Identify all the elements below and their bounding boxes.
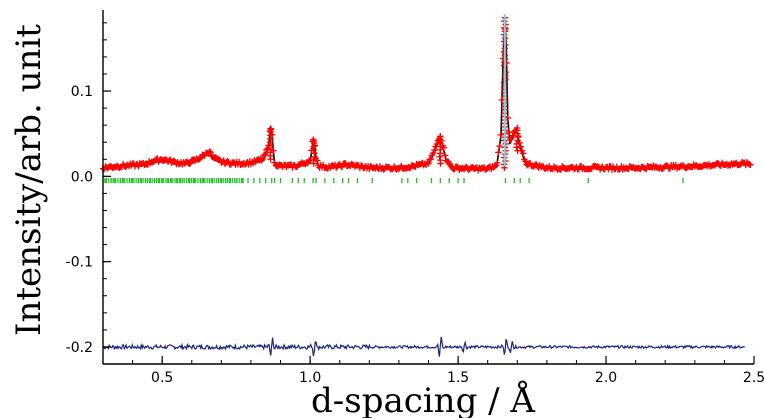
observed-marker: [491, 162, 498, 170]
calculated-line: [102, 18, 752, 171]
observed-marker: [305, 157, 313, 165]
observed-marker: [440, 144, 448, 151]
observed-marker: [425, 160, 432, 167]
x-tick-label: 2.0: [595, 370, 617, 386]
observed-marker: [514, 147, 521, 154]
observed-marker: [310, 139, 318, 147]
observed-marker: [522, 158, 529, 165]
observed-marker: [519, 150, 527, 157]
observed-marker: [509, 132, 516, 139]
observed-marker: [207, 149, 214, 156]
observed-marker: [267, 125, 274, 132]
observed-marker: [496, 142, 503, 150]
x-tick-label: 1.5: [447, 370, 469, 386]
y-tick-label: -0.2: [66, 340, 93, 356]
observed-marker: [441, 152, 449, 159]
observed-marker: [261, 151, 269, 158]
observed-marker: [338, 163, 346, 171]
axes: 0.5 1.0 1.5 2.0 2.5 0.1 0.0 -0.1 -0.2: [66, 10, 764, 386]
observed-marker: [206, 148, 213, 155]
calculated-curve: [102, 18, 752, 171]
observed-marker: [514, 127, 521, 134]
observed-marker: [259, 155, 266, 163]
observed-marker: [513, 140, 520, 148]
observed-marker: [267, 142, 275, 149]
reflection-ticks: [102, 178, 684, 184]
observed-marker: [497, 131, 504, 139]
observed-marker: [431, 146, 438, 154]
observed-marker: [437, 133, 444, 140]
observed-marker: [495, 149, 502, 156]
observed-marker: [493, 159, 501, 167]
observed-marker: [453, 163, 461, 170]
observed-marker: [170, 157, 178, 165]
observed-marker: [187, 159, 194, 167]
x-axis-title: d-spacing / Å: [311, 380, 535, 418]
observed-marker: [437, 156, 444, 164]
observed-marker: [196, 155, 204, 162]
difference-line: [102, 336, 745, 357]
observed-markers: [99, 14, 754, 174]
observed-marker: [430, 149, 437, 157]
observed-marker: [263, 146, 270, 154]
observed-marker: [747, 161, 754, 168]
y-tick-label: 0.1: [71, 84, 93, 100]
observed-marker: [310, 156, 317, 164]
observed-marker: [433, 140, 440, 148]
y-tick-label: -0.1: [66, 255, 93, 271]
x-tick-label: 1.0: [299, 370, 321, 386]
x-tick-label: 2.5: [743, 370, 764, 386]
y-tick-label: 0.0: [71, 169, 93, 185]
x-tick-label: 0.5: [151, 370, 173, 386]
y-axis-title: Intensity/arb. unit: [9, 24, 49, 336]
observed-marker: [311, 150, 318, 157]
observed-marker: [310, 136, 317, 143]
difference-curve: [102, 336, 745, 357]
observed-marker: [427, 155, 435, 163]
